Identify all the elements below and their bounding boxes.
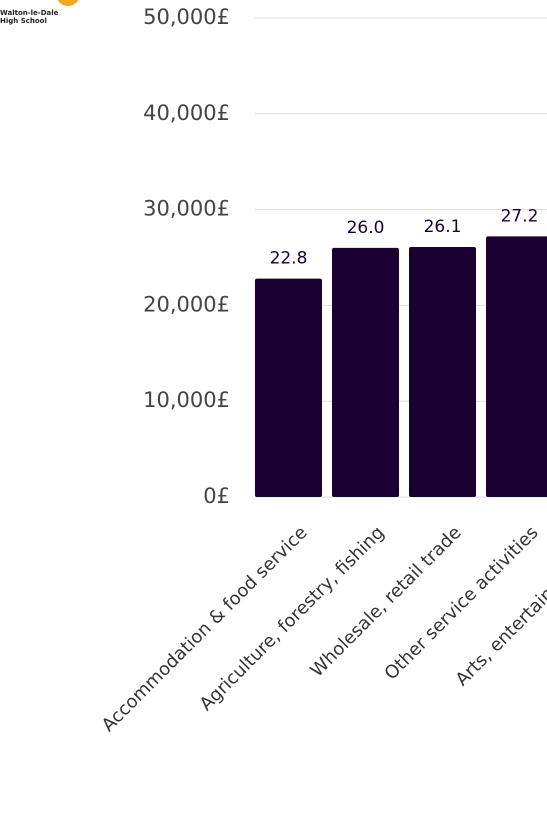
bar [255, 278, 322, 497]
value-label: 27.2 [501, 206, 539, 226]
x-tick-label: Wholesale, retail trade [306, 522, 465, 681]
y-tick-label: 10,000£ [143, 388, 230, 412]
y-tick-label: 20,000£ [143, 292, 230, 316]
bar [486, 236, 547, 497]
value-label: 22.8 [270, 249, 308, 269]
value-label: 26.1 [424, 217, 462, 237]
value-label: 26.0 [347, 218, 385, 238]
bar [332, 247, 399, 497]
x-tick-label: Other service activities [381, 522, 543, 684]
bar [409, 246, 476, 497]
logo-text: Walton-le-Dale [0, 9, 59, 17]
logo-text: High School [0, 17, 47, 25]
y-tick-label: 30,000£ [143, 197, 230, 221]
y-tick-label: 0£ [203, 484, 230, 508]
y-tick-label: 50,000£ [143, 5, 230, 29]
y-tick-label: 40,000£ [143, 101, 230, 125]
logo-mark [57, 0, 79, 6]
